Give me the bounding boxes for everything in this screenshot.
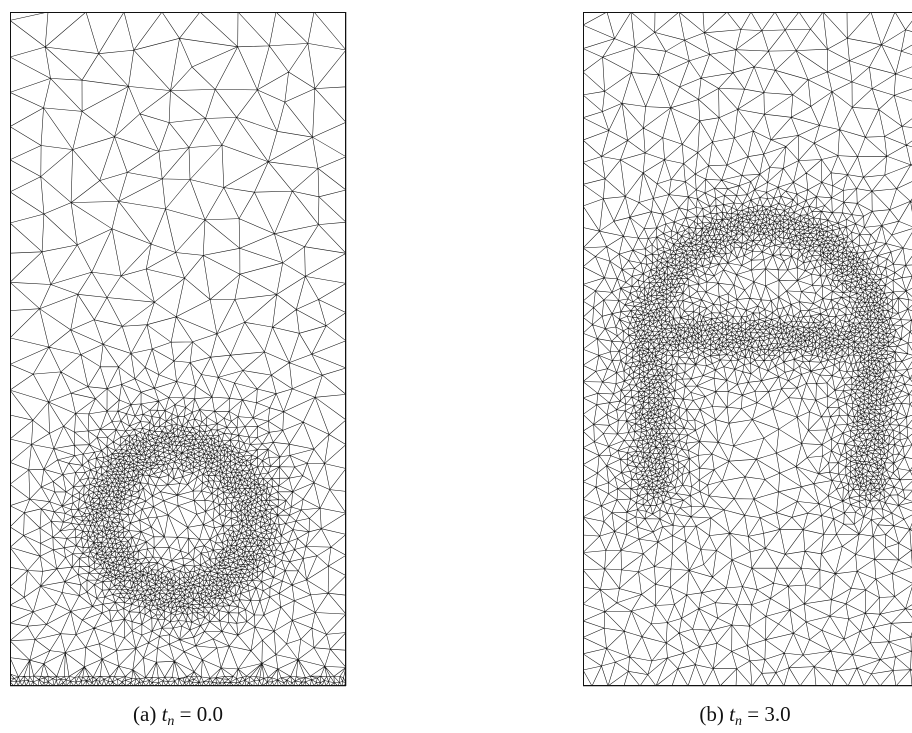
mesh-edges bbox=[10, 12, 346, 686]
mesh-panel-a bbox=[10, 12, 347, 688]
caption-a: (a) tn = 0.0 bbox=[133, 702, 223, 730]
caption-value: 3.0 bbox=[764, 702, 790, 726]
caption-label: (b) bbox=[699, 702, 724, 726]
mesh-panel-b bbox=[583, 12, 912, 688]
caption-subscript: n bbox=[167, 714, 174, 729]
caption-b: (b) tn = 3.0 bbox=[699, 702, 790, 730]
caption-relation: = bbox=[180, 702, 192, 726]
caption-label: (a) bbox=[133, 702, 156, 726]
mesh-edges bbox=[583, 12, 912, 686]
caption-relation: = bbox=[747, 702, 759, 726]
figure-page: (a) tn = 0.0 (b) tn = 3.0 (() => { const… bbox=[0, 0, 912, 733]
caption-value: 0.0 bbox=[197, 702, 223, 726]
domain-border bbox=[11, 13, 346, 686]
caption-subscript: n bbox=[735, 714, 742, 729]
